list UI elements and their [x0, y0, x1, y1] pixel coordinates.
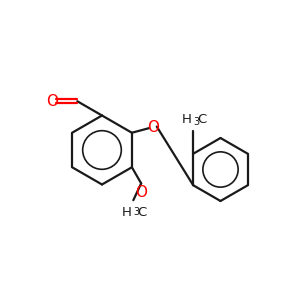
Text: O: O: [147, 120, 159, 135]
Text: O: O: [46, 94, 58, 109]
Text: 3: 3: [193, 117, 199, 127]
Text: O: O: [135, 185, 147, 200]
Text: 3: 3: [134, 207, 140, 217]
Text: C: C: [137, 206, 146, 219]
Text: H: H: [182, 113, 192, 126]
Text: H: H: [122, 206, 132, 219]
Text: C: C: [197, 113, 206, 126]
